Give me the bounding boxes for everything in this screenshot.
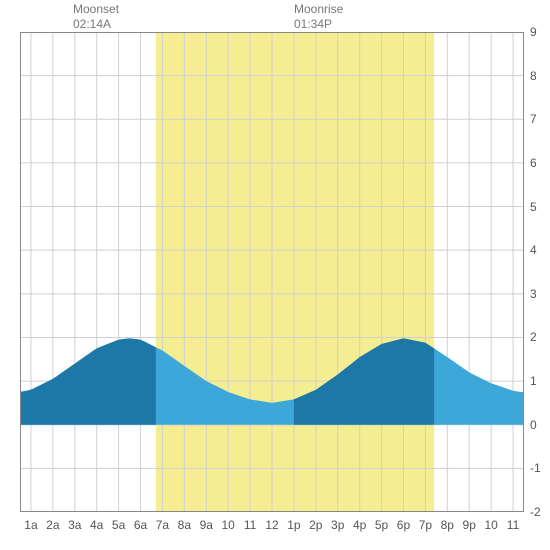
y-tick-label: -1 (530, 461, 550, 475)
x-tick-label: 6p (392, 518, 414, 532)
y-tick-label: 3 (530, 287, 550, 301)
x-tick-label: 3a (64, 518, 86, 532)
x-tick-label: 10 (217, 518, 239, 532)
x-tick-label: 2p (305, 518, 327, 532)
x-tick-label: 9p (458, 518, 480, 532)
x-tick-label: 10 (480, 518, 502, 532)
y-tick-label: -2 (530, 505, 550, 519)
x-tick-label: 11 (502, 518, 524, 532)
moonset-label: Moonset (73, 2, 119, 17)
x-tick-label: 3p (327, 518, 349, 532)
moonrise-time: 01:34P (294, 17, 343, 32)
x-tick-label: 5p (371, 518, 393, 532)
moonset-time: 02:14A (73, 17, 119, 32)
x-tick-label: 8p (436, 518, 458, 532)
moonset-annotation: Moonset 02:14A (73, 2, 119, 32)
moonrise-annotation: Moonrise 01:34P (294, 2, 343, 32)
y-tick-label: 6 (530, 156, 550, 170)
y-tick-label: 1 (530, 374, 550, 388)
x-tick-label: 5a (108, 518, 130, 532)
y-tick-label: 9 (530, 25, 550, 39)
x-tick-label: 2a (42, 518, 64, 532)
y-tick-label: 2 (530, 330, 550, 344)
y-tick-label: 7 (530, 112, 550, 126)
x-tick-label: 4p (349, 518, 371, 532)
x-tick-label: 12 (261, 518, 283, 532)
y-tick-label: 4 (530, 243, 550, 257)
y-tick-label: 8 (530, 69, 550, 83)
moonrise-label: Moonrise (294, 2, 343, 17)
x-tick-label: 6a (130, 518, 152, 532)
y-tick-label: 5 (530, 200, 550, 214)
x-tick-label: 7p (414, 518, 436, 532)
tide-chart (20, 32, 524, 512)
x-tick-label: 1a (20, 518, 42, 532)
y-tick-label: 0 (530, 418, 550, 432)
x-tick-label: 9a (195, 518, 217, 532)
x-tick-label: 1p (283, 518, 305, 532)
x-tick-label: 8a (173, 518, 195, 532)
x-tick-label: 4a (86, 518, 108, 532)
x-tick-label: 7a (151, 518, 173, 532)
tide-chart-svg (20, 32, 524, 512)
x-tick-label: 11 (239, 518, 261, 532)
